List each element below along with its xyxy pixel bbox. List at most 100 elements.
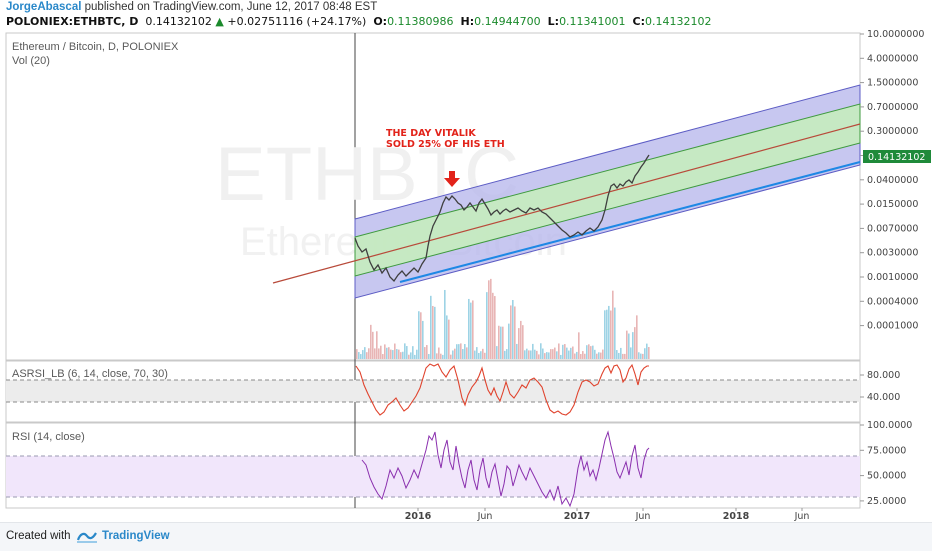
volume-bar bbox=[606, 309, 608, 359]
volume-bar bbox=[370, 324, 372, 359]
volume-bar bbox=[602, 349, 604, 359]
tradingview-brand[interactable]: TradingView bbox=[102, 530, 170, 542]
volume-bar bbox=[638, 352, 640, 359]
volume-bar bbox=[552, 349, 554, 359]
volume-bar bbox=[538, 354, 540, 359]
volume-bar bbox=[448, 319, 450, 359]
rsi-line bbox=[361, 430, 650, 508]
volume-bar bbox=[422, 320, 424, 359]
volume-bar bbox=[564, 344, 566, 359]
volume-bar bbox=[622, 353, 624, 359]
down-arrow-icon bbox=[444, 171, 460, 187]
time-axis[interactable]: 2016 Jun 2017 Jun 2018 Jun bbox=[405, 508, 810, 522]
volume-bar bbox=[616, 350, 618, 359]
price-line bbox=[354, 154, 650, 283]
volume-bar bbox=[524, 350, 526, 359]
chart-area[interactable]: ETHBTC Ethereum / Bitcoin THE DAY VITALI… bbox=[0, 30, 932, 522]
volume-bar bbox=[580, 354, 582, 359]
publish-line: JorgeAbascal published on TradingView.co… bbox=[6, 1, 377, 13]
volume-bar bbox=[396, 349, 398, 359]
volume-bar bbox=[634, 327, 636, 359]
time-axis-label: Jun bbox=[794, 511, 810, 522]
volume-bar bbox=[490, 278, 492, 359]
volume-bar bbox=[534, 349, 536, 359]
volume-bar bbox=[504, 350, 506, 359]
volume-bar bbox=[646, 343, 648, 359]
volume-bar bbox=[480, 351, 482, 359]
volume-bar bbox=[492, 292, 494, 359]
volume-bar bbox=[362, 350, 364, 359]
volume-bar bbox=[390, 349, 392, 359]
volume-bar bbox=[386, 347, 388, 359]
volume-bar bbox=[544, 353, 546, 359]
volume-bar bbox=[402, 351, 404, 359]
volume-bar bbox=[440, 353, 442, 359]
volume-bar bbox=[454, 348, 456, 359]
volume-bar bbox=[432, 305, 434, 359]
price-axis-label: 0.3000000 bbox=[867, 126, 918, 137]
volume-bar bbox=[394, 343, 396, 359]
volume-bar bbox=[488, 280, 490, 359]
time-axis-label: 2016 bbox=[405, 511, 432, 522]
last-price-tag bbox=[863, 150, 931, 163]
volume-bar bbox=[482, 348, 484, 359]
volume-bar bbox=[624, 353, 626, 359]
volume-bar bbox=[502, 326, 504, 359]
volume-bar bbox=[356, 349, 358, 359]
volume-bar bbox=[520, 320, 522, 359]
annotation-line-1: THE DAY VITALIK bbox=[386, 128, 476, 139]
volume-bar bbox=[358, 352, 360, 359]
price-axis[interactable]: 10.0000000 4.0000000 1.5000000 0.7000000 0.3… bbox=[860, 30, 924, 332]
main-pane-title: Ethereum / Bitcoin, D, POLONIEX bbox=[12, 41, 179, 53]
volume-bar bbox=[576, 351, 578, 359]
volume-bar bbox=[388, 347, 390, 359]
asrsi-axis-label: 80.000 bbox=[867, 370, 900, 381]
chart-header: JorgeAbascal published on TradingView.co… bbox=[0, 0, 932, 30]
open-label: O: bbox=[373, 15, 388, 28]
volume-bar bbox=[526, 348, 528, 359]
volume-bar bbox=[570, 347, 572, 359]
volume-bar bbox=[618, 352, 620, 359]
volume-bar bbox=[424, 347, 426, 359]
volume-bar bbox=[434, 306, 436, 359]
volume-bar bbox=[566, 347, 568, 359]
volume-bar bbox=[376, 331, 378, 359]
volume-bar bbox=[420, 312, 422, 359]
volume-bar bbox=[466, 347, 468, 359]
rsi-axis[interactable]: 100.0000 75.0000 50.0000 25.0000 bbox=[860, 420, 912, 507]
volume-bar bbox=[364, 347, 366, 359]
volume-bar bbox=[414, 354, 416, 359]
time-axis-label: Jun bbox=[477, 511, 493, 522]
volume-bar bbox=[514, 306, 516, 359]
volume-bar bbox=[456, 344, 458, 359]
price-axis-label: 10.0000000 bbox=[867, 30, 924, 40]
volume-bar bbox=[600, 352, 602, 359]
volume-bar bbox=[632, 332, 634, 359]
volume-bar bbox=[428, 354, 430, 359]
tradingview-logo-icon[interactable] bbox=[76, 530, 98, 544]
volume-bar bbox=[474, 350, 476, 359]
volume-bar bbox=[642, 353, 644, 359]
asrsi-axis[interactable]: 80.000 40.000 bbox=[860, 370, 900, 403]
price-axis-label: 4.0000000 bbox=[867, 53, 918, 64]
volume-bar bbox=[412, 346, 414, 359]
time-axis-label: 2018 bbox=[723, 511, 750, 522]
volume-bar bbox=[540, 343, 542, 359]
volume-bar bbox=[384, 344, 386, 359]
price-axis-label: 0.0070000 bbox=[867, 223, 918, 234]
author-link[interactable]: JorgeAbascal bbox=[6, 1, 82, 13]
volume-bar bbox=[554, 347, 556, 359]
rsi-label: RSI (14, close) bbox=[12, 431, 85, 443]
volume-bar bbox=[408, 354, 410, 359]
volume-bar bbox=[536, 350, 538, 359]
rsi-band bbox=[6, 456, 860, 497]
volume-bar bbox=[398, 349, 400, 359]
volume-bar bbox=[598, 352, 600, 359]
volume-bar bbox=[450, 354, 452, 359]
volume-bar bbox=[438, 347, 440, 359]
volume-bar bbox=[426, 345, 428, 359]
last-price: 0.14132102 bbox=[145, 15, 212, 28]
volume-bar bbox=[648, 347, 650, 359]
volume-bar bbox=[510, 305, 512, 359]
time-axis-label: Jun bbox=[635, 511, 651, 522]
